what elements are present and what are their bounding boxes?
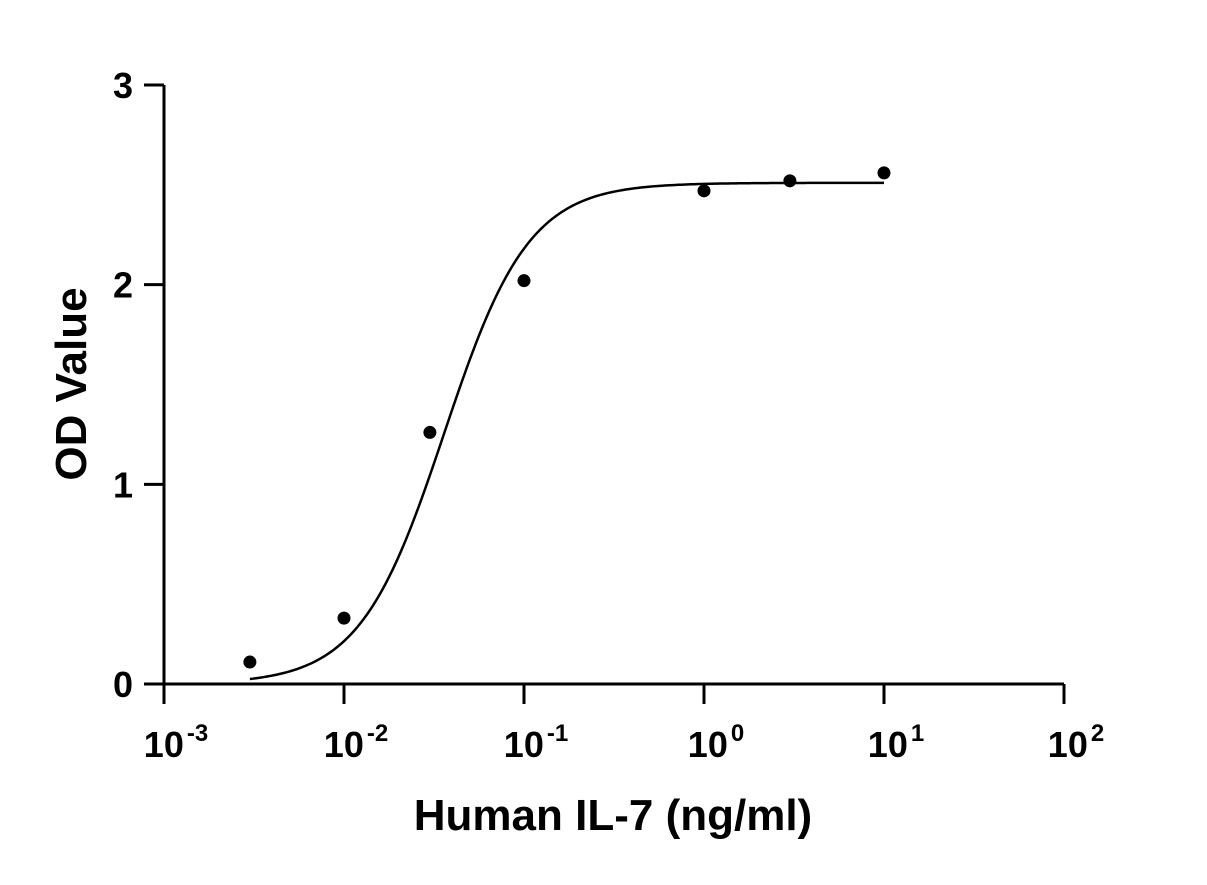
data-point: [783, 174, 797, 188]
x-tick-label: 10 -2: [324, 720, 388, 765]
axes: [162, 85, 1064, 686]
data-points: [243, 166, 891, 669]
data-point: [337, 611, 351, 625]
x-tick-label: 10 0: [688, 720, 744, 765]
x-ticks: 10 -3 10 -2 10 -1 10 0 10 1 10 2: [144, 684, 1104, 765]
x-tick-exponent: -2: [367, 720, 388, 747]
data-point: [243, 655, 257, 669]
data-point: [877, 166, 891, 180]
data-point: [697, 184, 711, 198]
x-tick-exponent: -1: [547, 720, 568, 747]
x-tick-label: 10 -1: [504, 720, 568, 765]
data-point: [423, 425, 437, 439]
x-tick-label: 10 2: [1048, 720, 1104, 765]
x-tick-exponent: 0: [731, 720, 744, 747]
x-tick-exponent: -3: [187, 720, 208, 747]
y-tick-label: 0: [113, 664, 133, 705]
y-ticks: 0 1 2 3: [113, 65, 164, 705]
x-tick-base: 10: [1048, 724, 1088, 765]
x-tick-base: 10: [144, 724, 184, 765]
data-point: [517, 274, 531, 288]
x-tick-base: 10: [324, 724, 364, 765]
x-axis-title: Human IL-7 (ng/ml): [414, 791, 812, 840]
x-tick-exponent: 1: [911, 720, 924, 747]
x-tick-base: 10: [868, 724, 908, 765]
x-tick-label: 10 1: [868, 720, 924, 765]
x-tick-exponent: 2: [1091, 720, 1104, 747]
fit-curve: [249, 181, 884, 681]
y-axis-title: OD Value: [47, 287, 96, 480]
y-tick-label: 2: [113, 265, 133, 306]
y-tick-label: 1: [113, 464, 133, 505]
x-tick-base: 10: [688, 724, 728, 765]
y-tick-label: 3: [113, 65, 133, 106]
x-tick-base: 10: [504, 724, 544, 765]
x-tick-label: 10 -3: [144, 720, 208, 765]
